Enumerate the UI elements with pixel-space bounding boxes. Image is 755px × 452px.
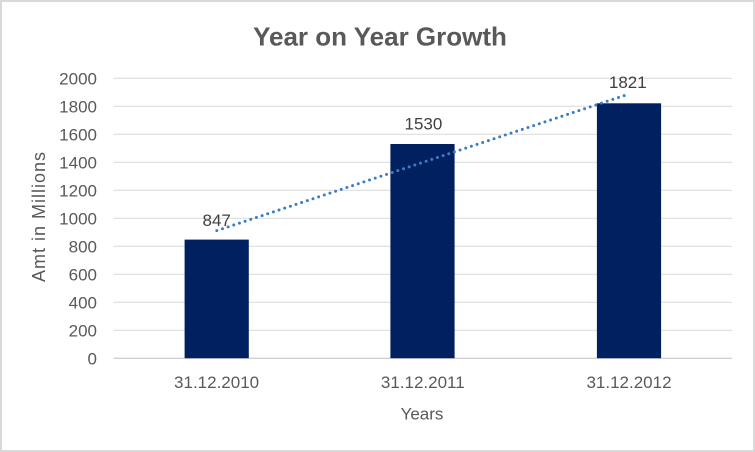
svg-text:31.12.2010: 31.12.2010 [174, 373, 259, 392]
svg-text:Amt in Millions: Amt in Millions [29, 151, 49, 282]
svg-text:2000: 2000 [59, 69, 97, 88]
svg-text:1400: 1400 [59, 153, 97, 172]
svg-text:1530: 1530 [404, 114, 442, 133]
svg-text:800: 800 [69, 237, 97, 256]
svg-text:0: 0 [88, 349, 97, 368]
svg-text:Years: Years [401, 405, 444, 424]
svg-text:600: 600 [69, 265, 97, 284]
svg-text:31.12.2012: 31.12.2012 [586, 373, 671, 392]
svg-text:200: 200 [69, 321, 97, 340]
svg-text:1800: 1800 [59, 97, 97, 116]
svg-text:Year on Year Growth: Year on Year Growth [253, 21, 507, 51]
svg-text:31.12.2011: 31.12.2011 [381, 373, 465, 392]
svg-text:1000: 1000 [59, 209, 97, 228]
svg-text:1821: 1821 [609, 73, 647, 92]
svg-text:847: 847 [203, 211, 231, 230]
svg-text:400: 400 [69, 293, 97, 312]
svg-text:1600: 1600 [59, 125, 97, 144]
svg-text:1200: 1200 [59, 181, 97, 200]
